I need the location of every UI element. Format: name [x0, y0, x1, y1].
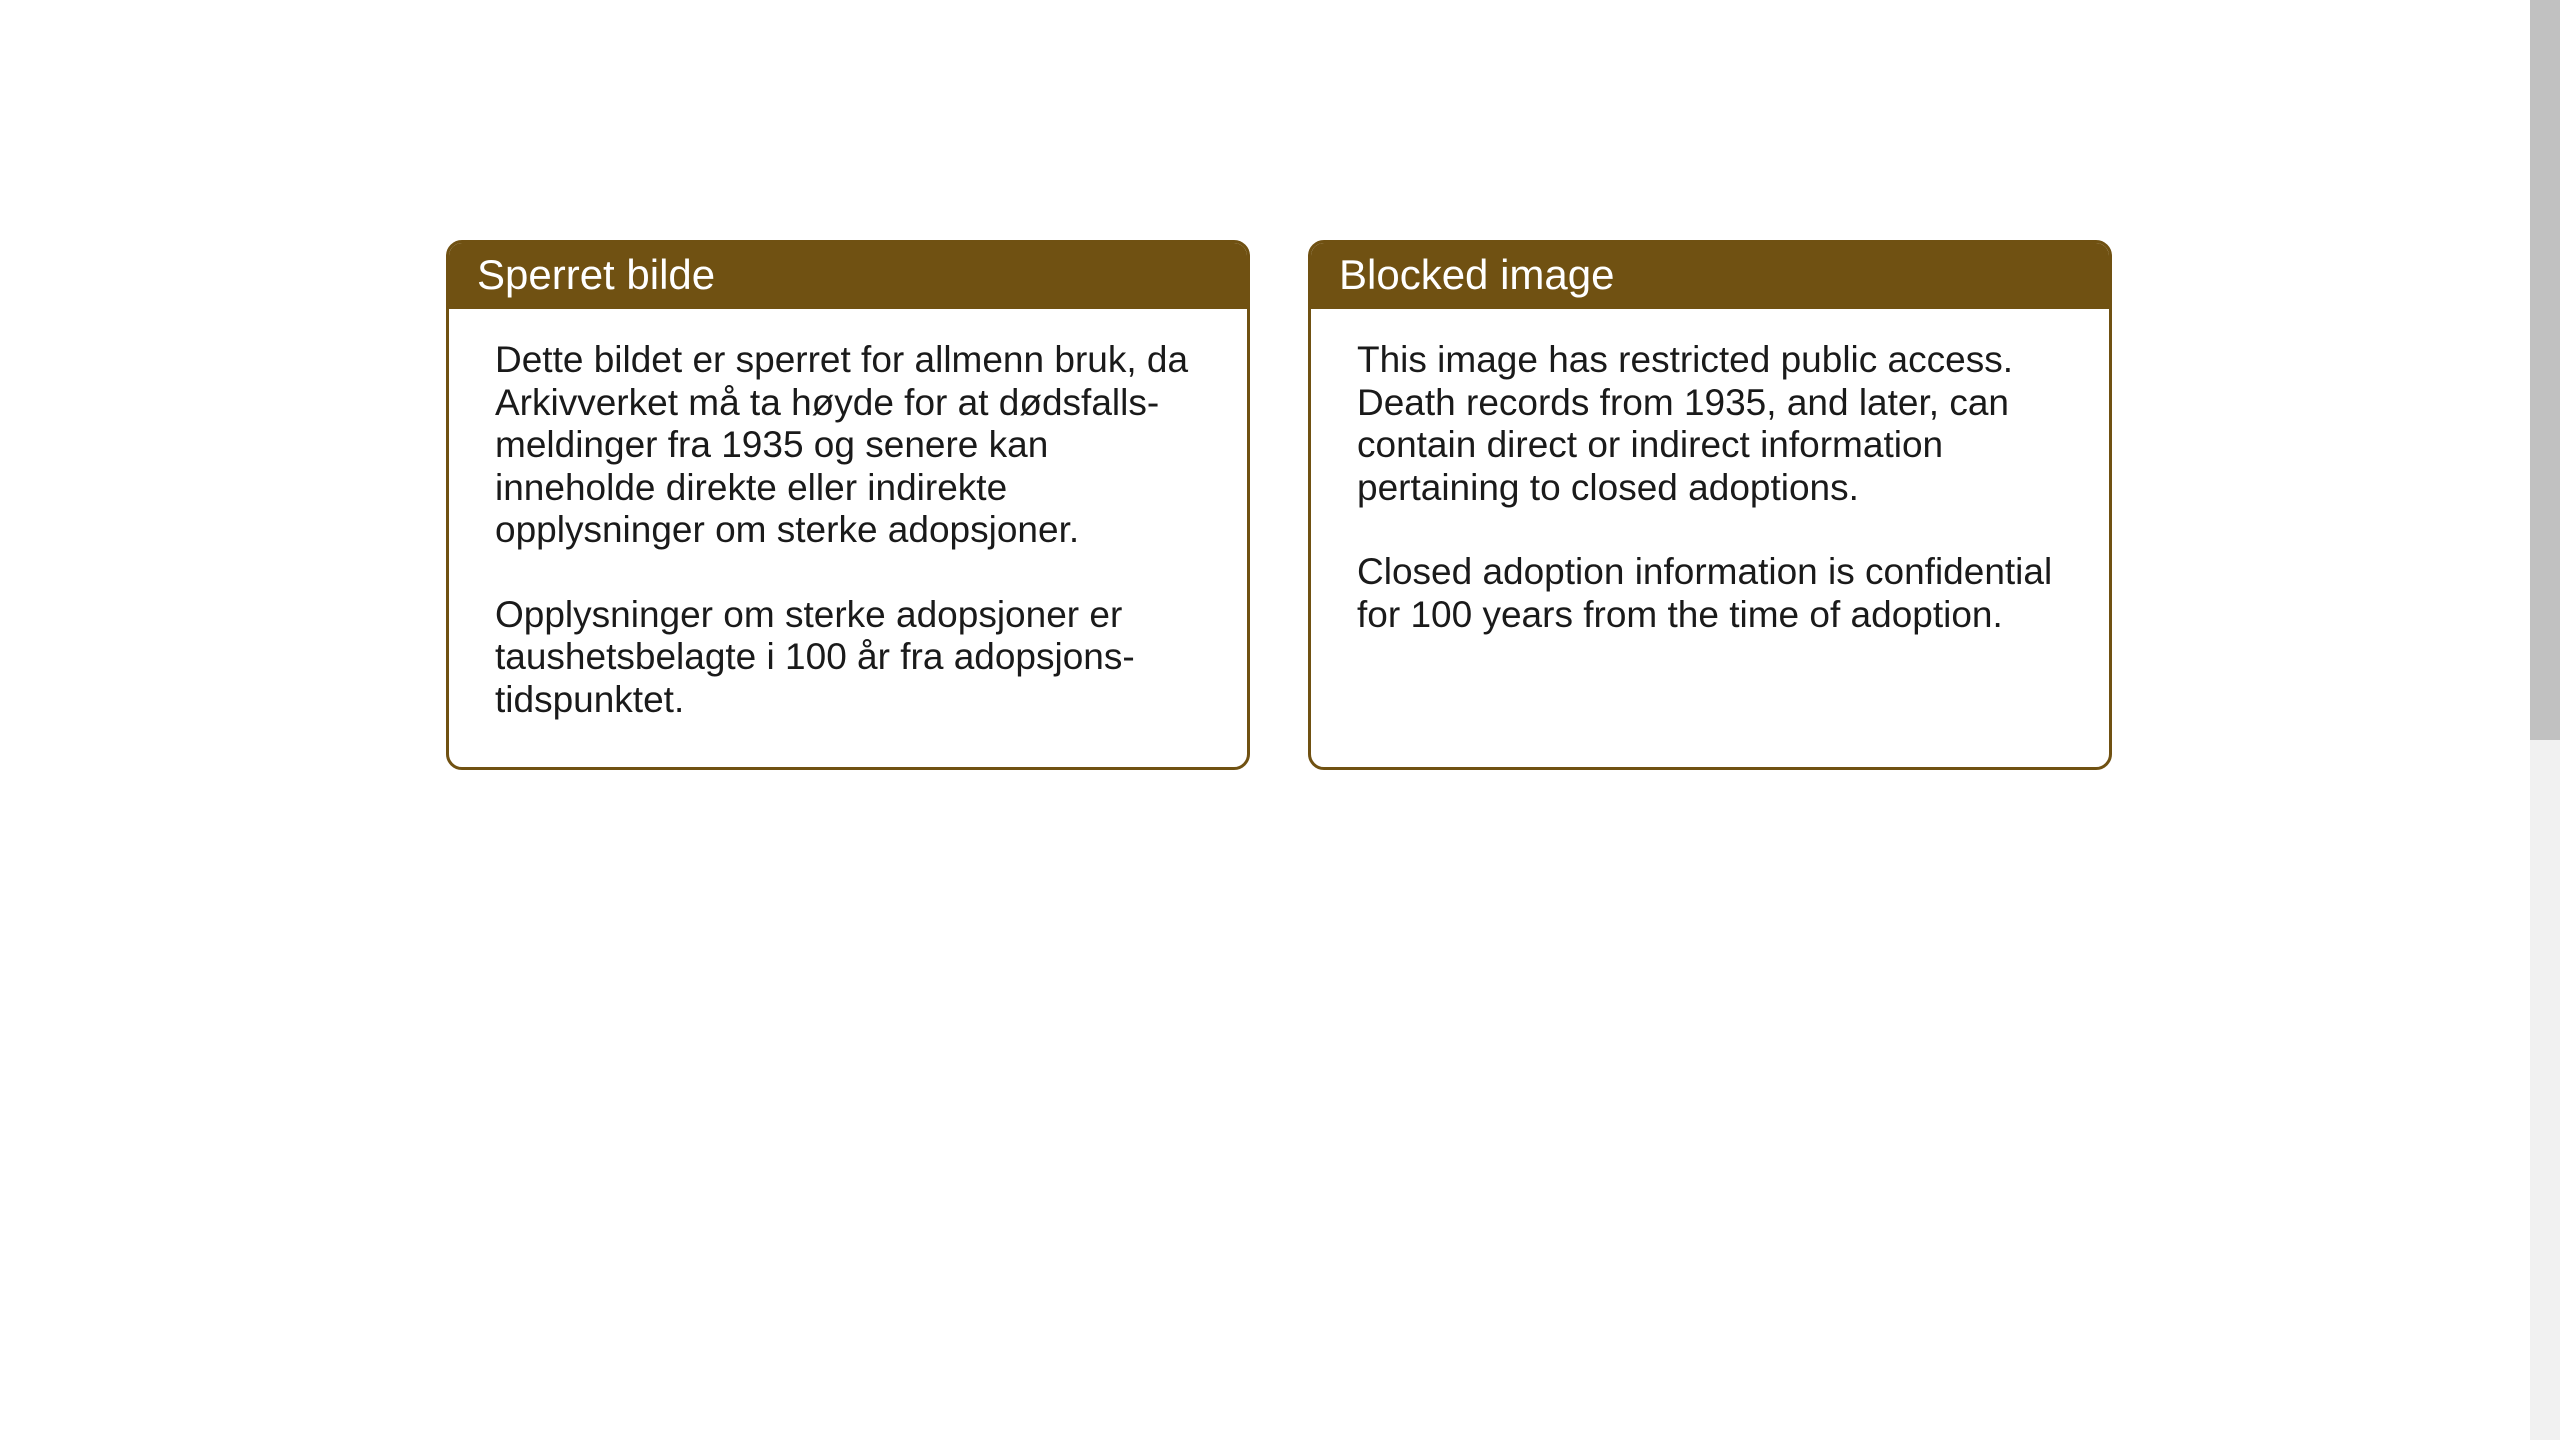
- norwegian-notice-card: Sperret bilde Dette bildet er sperret fo…: [446, 240, 1250, 770]
- english-paragraph-2: Closed adoption information is confident…: [1357, 551, 2063, 636]
- scrollbar-thumb[interactable]: [2530, 0, 2560, 740]
- norwegian-paragraph-2: Opplysninger om sterke adopsjoner er tau…: [495, 594, 1201, 722]
- english-card-body: This image has restricted public access.…: [1311, 309, 2109, 682]
- english-paragraph-1: This image has restricted public access.…: [1357, 339, 2063, 509]
- norwegian-card-body: Dette bildet er sperret for allmenn bruk…: [449, 309, 1247, 767]
- norwegian-card-title: Sperret bilde: [449, 243, 1247, 309]
- notice-container: Sperret bilde Dette bildet er sperret fo…: [446, 240, 2112, 770]
- english-notice-card: Blocked image This image has restricted …: [1308, 240, 2112, 770]
- norwegian-paragraph-1: Dette bildet er sperret for allmenn bruk…: [495, 339, 1201, 552]
- english-card-title: Blocked image: [1311, 243, 2109, 309]
- scrollbar-track[interactable]: [2530, 0, 2560, 1440]
